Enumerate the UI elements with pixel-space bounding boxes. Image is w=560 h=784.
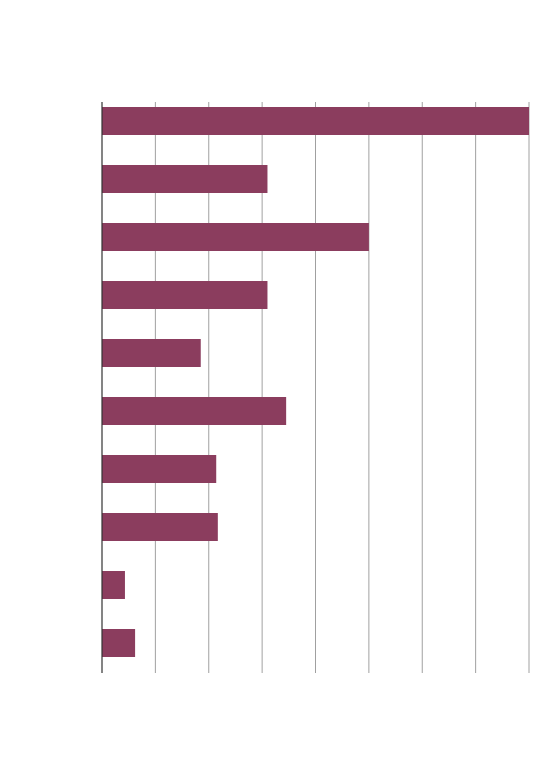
bar	[102, 513, 218, 541]
bar	[102, 339, 201, 367]
bar	[102, 281, 268, 309]
bar	[102, 165, 268, 193]
bar	[102, 629, 136, 657]
bar	[102, 107, 529, 135]
bar	[102, 223, 369, 251]
bar	[102, 571, 125, 599]
bar	[102, 455, 217, 483]
bar	[102, 397, 287, 425]
